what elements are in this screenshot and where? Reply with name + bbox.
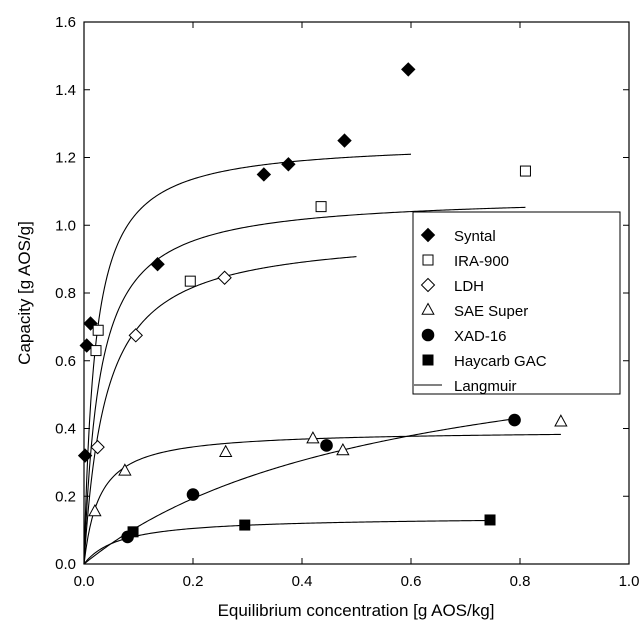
x-tick-label: 0.6 — [401, 573, 422, 590]
y-tick-label: 0.2 — [55, 488, 76, 505]
langmuir-curve — [83, 256, 357, 565]
data-point-series-5 — [127, 526, 139, 538]
data-point-series-2 — [90, 439, 105, 455]
y-tick-label: 1.0 — [55, 217, 76, 234]
data-point-series-3 — [219, 444, 233, 457]
data-point-series-5 — [239, 519, 251, 531]
legend-label: Syntal — [454, 228, 496, 245]
legend-label: SAE Super — [454, 303, 528, 320]
data-point-series-4 — [320, 439, 333, 452]
x-tick-label: 0.8 — [510, 573, 531, 590]
langmuir-curve — [83, 417, 521, 565]
data-point-series-5 — [484, 514, 496, 526]
data-point-series-1 — [519, 165, 531, 177]
y-tick-label: 1.2 — [55, 150, 76, 167]
legend-label: IRA-900 — [454, 253, 509, 270]
data-point-series-2 — [128, 328, 143, 343]
legend-label: Haycarb GAC — [454, 353, 547, 370]
data-point-series-3 — [118, 463, 132, 476]
data-point-series-3 — [554, 414, 568, 427]
y-tick-label: 0.8 — [55, 285, 76, 302]
langmuir-curve — [83, 519, 493, 565]
data-point-series-3 — [88, 503, 102, 517]
data-point-series-0 — [281, 157, 296, 172]
data-point-series-1 — [90, 345, 102, 357]
y-tick-label: 1.4 — [55, 82, 76, 99]
y-tick-label: 0.4 — [55, 421, 76, 438]
langmuir-curve — [83, 153, 412, 565]
data-point-series-3 — [306, 431, 320, 444]
y-tick-label: 1.6 — [55, 14, 76, 31]
axis-ticks: 0.0 0.2 0.4 0.6 0.8 1.0 0.0 0.2 0.4 0.6 0.8 1.0 1.2 1… — [55, 14, 639, 590]
x-tick-label: 1.0 — [619, 573, 640, 590]
legend-marker — [422, 354, 434, 366]
data-point-series-1 — [92, 324, 104, 336]
legend-marker — [420, 227, 436, 243]
data-point-series-0 — [77, 448, 93, 463]
legend-label: Langmuir — [454, 378, 517, 395]
x-tick-label: 0.4 — [292, 573, 313, 590]
data-markers — [77, 62, 568, 544]
langmuir-curve — [83, 433, 561, 565]
data-point-series-0 — [150, 256, 165, 272]
data-point-series-4 — [508, 413, 521, 427]
data-point-series-0 — [401, 62, 416, 77]
data-point-series-3 — [336, 442, 350, 456]
x-tick-label: 0.2 — [183, 573, 204, 590]
data-point-series-1 — [184, 275, 196, 287]
legend-marker — [421, 328, 435, 342]
legend-label: XAD-16 — [454, 328, 507, 345]
data-point-series-4 — [186, 488, 200, 501]
data-point-series-0 — [256, 167, 272, 182]
legend-marker — [420, 277, 436, 293]
y-tick-label: 0.0 — [55, 556, 76, 573]
y-tick-label: 0.6 — [55, 353, 76, 370]
y-axis-title: Capacity [g AOS/g] — [15, 221, 34, 365]
legend-label: LDH — [454, 278, 484, 295]
legend: Syntal IRA-900 LDH SAE Super XAD-16 Haycarb G… — [412, 211, 621, 395]
x-axis-title: Equilibrium concentration [g AOS/kg] — [218, 601, 495, 620]
data-point-series-1 — [315, 201, 327, 213]
data-point-series-0 — [337, 133, 352, 148]
x-tick-label: 0.0 — [74, 573, 95, 590]
legend-box — [412, 211, 621, 395]
data-point-series-2 — [217, 270, 232, 285]
legend-marker — [421, 302, 435, 315]
legend-marker — [422, 254, 434, 266]
